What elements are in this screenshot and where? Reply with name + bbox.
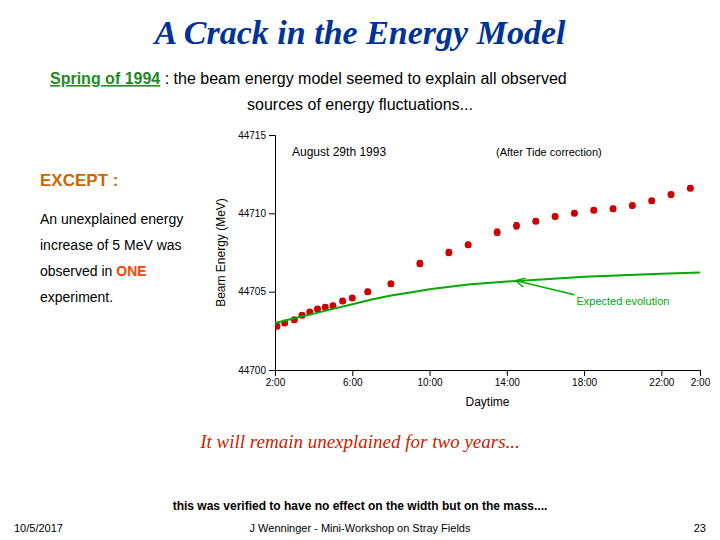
x-tick: 2:00: [691, 370, 711, 388]
footer-right: 23: [694, 522, 706, 534]
series-line: [275, 273, 700, 323]
x-tick-label: 14:00: [495, 377, 520, 388]
text-segment: An unexplained energy: [40, 211, 183, 227]
text-segment: increase of 5 MeV was: [40, 237, 182, 253]
footer-left: 10/5/2017: [14, 522, 63, 534]
data-point: [590, 207, 597, 214]
y-tick-label: 44715: [238, 130, 266, 141]
plot-marks: [275, 185, 700, 330]
text-segment: ONE: [116, 263, 146, 279]
y-tick: 44710: [238, 208, 275, 219]
footnote: this was verified to have no effect on t…: [173, 499, 548, 513]
text-line: experiment.: [40, 289, 113, 305]
slide: A Crack in the Energy Model Spring of 199…: [0, 0, 720, 540]
data-point: [513, 222, 520, 229]
y-tick-mark: [269, 213, 275, 214]
data-point: [416, 260, 423, 267]
error-bar: [446, 249, 451, 255]
y-axis-line: [269, 136, 276, 371]
y-tick: 44700: [238, 365, 275, 376]
y-tick-label: 44710: [238, 208, 266, 219]
x-tick-label: 2:00: [266, 377, 286, 388]
text-line: sources of energy fluctuations...: [247, 96, 473, 113]
y-tick-mark: [269, 370, 275, 371]
text-line: observed in ONE: [40, 263, 147, 279]
data-point: [687, 185, 694, 192]
y-tick: 44715: [238, 130, 275, 141]
data-point: [445, 249, 452, 256]
data-point: [339, 298, 346, 305]
chart-subtitle: (After Tide correction): [496, 146, 602, 158]
x-tick-mark: [507, 370, 508, 376]
x-axis: 2:00 6:00 10:00 14:00 18:00 22:00 2:00: [266, 370, 711, 388]
data-point: [494, 229, 501, 236]
text-segment: : the beam energy model seemed to explai…: [160, 70, 566, 87]
y-tick-mark: [269, 292, 275, 293]
annotation-arrow: [516, 281, 574, 295]
x-tick: 6:00: [343, 370, 363, 388]
error-bar: [495, 229, 500, 235]
data-point: [610, 205, 617, 212]
x-tick-label: 10:00: [418, 377, 443, 388]
series: [275, 273, 700, 323]
chart-title: August 29th 1993: [292, 145, 386, 159]
x-tick: 18:00: [572, 370, 597, 388]
error-bar: [417, 260, 422, 266]
x-tick-label: 22:00: [649, 377, 674, 388]
y-tick-label: 44700: [238, 365, 266, 376]
data-point: [648, 197, 655, 204]
slide-title: A Crack in the Energy Model: [153, 14, 566, 51]
y-axis: 44700 44705 44710 44715: [238, 130, 275, 376]
x-tick: 22:00: [649, 370, 674, 388]
annotation: Expected evolution: [516, 281, 669, 307]
data-point: [571, 210, 578, 217]
x-tick-label: 6:00: [343, 377, 363, 388]
footer-center: J Wenninger - Mini-Workshop on Stray Fie…: [250, 522, 471, 534]
y-tick: 44705: [238, 286, 275, 297]
data-point: [532, 218, 539, 225]
annotation-text: Expected evolution: [576, 295, 669, 307]
text-segment: observed in: [40, 263, 116, 279]
x-tick-mark: [700, 370, 701, 376]
x-tick-mark: [661, 370, 662, 376]
error-bar: [514, 223, 519, 229]
x-axis-line: [276, 371, 701, 377]
data-point: [387, 280, 394, 287]
y-tick-label: 44705: [238, 286, 266, 297]
data-point: [349, 294, 356, 301]
y-axis-title: Beam Energy (MeV): [214, 198, 228, 307]
conclusion: It will remain unexplained for two years…: [199, 431, 520, 452]
x-tick-mark: [430, 370, 431, 376]
x-tick-mark: [584, 370, 585, 376]
data-point: [552, 213, 559, 220]
y-tick-mark: [269, 135, 275, 136]
x-tick: 10:00: [418, 370, 443, 388]
x-tick: 2:00: [266, 370, 286, 388]
data-point: [629, 202, 636, 209]
text-line: increase of 5 MeV was: [40, 237, 182, 253]
text-line: An unexplained energy: [40, 211, 183, 227]
data-point: [465, 241, 472, 248]
text-segment: Spring of 1994: [50, 70, 160, 87]
data-point: [668, 191, 675, 198]
text-segment: experiment.: [40, 289, 113, 305]
except-label: EXCEPT :: [40, 171, 118, 190]
text-segment: sources of energy fluctuations...: [247, 96, 473, 113]
x-tick: 14:00: [495, 370, 520, 388]
x-tick-label: 2:00: [691, 377, 711, 388]
x-tick-mark: [352, 370, 353, 376]
x-axis-title: Daytime: [465, 395, 509, 409]
data-point: [364, 288, 371, 295]
text-line: Spring of 1994 : the beam energy model s…: [50, 70, 567, 87]
x-tick-label: 18:00: [572, 377, 597, 388]
